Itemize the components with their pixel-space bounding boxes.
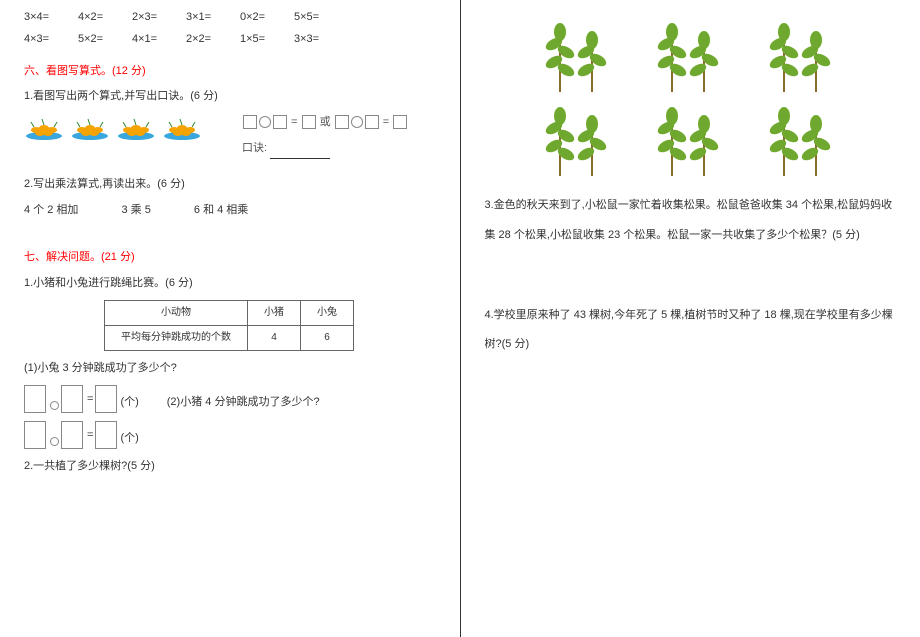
carrot-plate-icon — [162, 113, 202, 141]
plant-group-icon — [759, 98, 849, 176]
carrot-figure-row: = 或 = 口诀: — [24, 113, 440, 159]
jump-rope-table: 小动物 小猪 小兔 平均每分钟跳成功的个数 4 6 — [104, 300, 354, 351]
eq: 2×2= — [186, 30, 240, 50]
s7-q3-line1: 3.金色的秋天来到了,小松鼠一家忙着收集松果。松鼠爸爸收集 34 个松果,松鼠妈… — [485, 196, 901, 216]
answer-op[interactable] — [50, 437, 59, 446]
s7-q1a: (1)小兔 3 分钟跳成功了多少个? — [24, 359, 440, 379]
section-6-title: 六、看图写算式。(12 分) — [24, 62, 440, 82]
plant-group-figure — [485, 14, 901, 176]
or-text: 或 — [320, 116, 334, 128]
s6-q1: 1.看图写出两个算式,并写出口诀。(6 分) — [24, 87, 440, 107]
table-cell: 平均每分钟跳成功的个数 — [105, 325, 248, 350]
eq: 3×3= — [294, 30, 348, 50]
answer-boxes-2: =(个) — [24, 421, 440, 449]
table-header: 小猪 — [248, 300, 301, 325]
carrot-plate-icon — [70, 113, 110, 141]
answer-box[interactable] — [61, 385, 83, 413]
table-header: 小兔 — [301, 300, 354, 325]
s7-q4-line1: 4.学校里原来种了 43 棵树,今年死了 5 棵,植树节时又种了 18 棵,现在… — [485, 306, 901, 326]
plant-group-icon — [535, 98, 625, 176]
eq: 4×1= — [132, 30, 186, 50]
eq: 0×2= — [240, 8, 294, 28]
plant-group-icon — [759, 14, 849, 92]
blank-box[interactable] — [273, 115, 287, 129]
answer-boxes-1: =(个) (2)小猪 4 分钟跳成功了多少个? — [24, 385, 440, 413]
carrot-plates — [24, 113, 202, 141]
blank-box[interactable] — [393, 115, 407, 129]
s7-q4-line2: 树?(5 分) — [485, 335, 901, 355]
equation-row-1: 3×4= 4×2= 2×3= 3×1= 0×2= 5×5= — [24, 8, 440, 28]
answer-box[interactable] — [24, 385, 46, 413]
blank-circle[interactable] — [259, 116, 271, 128]
unit-label: (个) — [120, 429, 138, 449]
koujue-label: 口诀: — [242, 142, 270, 154]
blank-box[interactable] — [302, 115, 316, 129]
s7-q2: 2.一共植了多少棵树?(5 分) — [24, 457, 440, 477]
eq: 5×5= — [294, 8, 348, 28]
table-header: 小动物 — [105, 300, 248, 325]
eq: 3×1= — [186, 8, 240, 28]
right-column: 3.金色的秋天来到了,小松鼠一家忙着收集松果。松鼠爸爸收集 34 个松果,松鼠妈… — [461, 0, 920, 637]
answer-box[interactable] — [24, 421, 46, 449]
unit-label: (个) — [120, 393, 138, 413]
s6-q2: 2.写出乘法算式,再读出来。(6 分) — [24, 175, 440, 195]
answer-box[interactable] — [61, 421, 83, 449]
fill-equation-area: = 或 = 口诀: — [242, 113, 408, 159]
eq: 4×3= — [24, 30, 78, 50]
blank-circle[interactable] — [351, 116, 363, 128]
plant-group-icon — [647, 14, 737, 92]
s6-q2-items: 4 个 2 相加 3 乘 5 6 和 4 相乘 — [24, 201, 440, 221]
plant-group-icon — [535, 14, 625, 92]
eq: 2×3= — [132, 8, 186, 28]
carrot-plate-icon — [24, 113, 64, 141]
koujue-blank[interactable] — [270, 158, 330, 159]
s6-q2c: 6 和 4 相乘 — [194, 201, 248, 221]
carrot-plate-icon — [116, 113, 156, 141]
answer-box[interactable] — [95, 385, 117, 413]
blank-box[interactable] — [365, 115, 379, 129]
eq: 3×4= — [24, 8, 78, 28]
plant-group-icon — [647, 98, 737, 176]
s7-q1: 1.小猪和小兔进行跳绳比赛。(6 分) — [24, 274, 440, 294]
table-cell: 4 — [248, 325, 301, 350]
eq: 4×2= — [78, 8, 132, 28]
section-7-title: 七、解决问题。(21 分) — [24, 248, 440, 268]
answer-op[interactable] — [50, 401, 59, 410]
s7-q1b: (2)小猪 4 分钟跳成功了多少个? — [167, 393, 320, 413]
s6-q2a: 4 个 2 相加 — [24, 201, 78, 221]
s7-q3-line2: 集 28 个松果,小松鼠收集 23 个松果。松鼠一家一共收集了多少个松果？(5 … — [485, 226, 901, 246]
eq: 1×5= — [240, 30, 294, 50]
left-column: 3×4= 4×2= 2×3= 3×1= 0×2= 5×5= 4×3= 5×2= … — [0, 0, 461, 637]
eq: 5×2= — [78, 30, 132, 50]
blank-box[interactable] — [243, 115, 257, 129]
blank-box[interactable] — [335, 115, 349, 129]
equation-row-2: 4×3= 5×2= 4×1= 2×2= 1×5= 3×3= — [24, 30, 440, 50]
answer-box[interactable] — [95, 421, 117, 449]
s6-q2b: 3 乘 5 — [121, 201, 150, 221]
table-cell: 6 — [301, 325, 354, 350]
